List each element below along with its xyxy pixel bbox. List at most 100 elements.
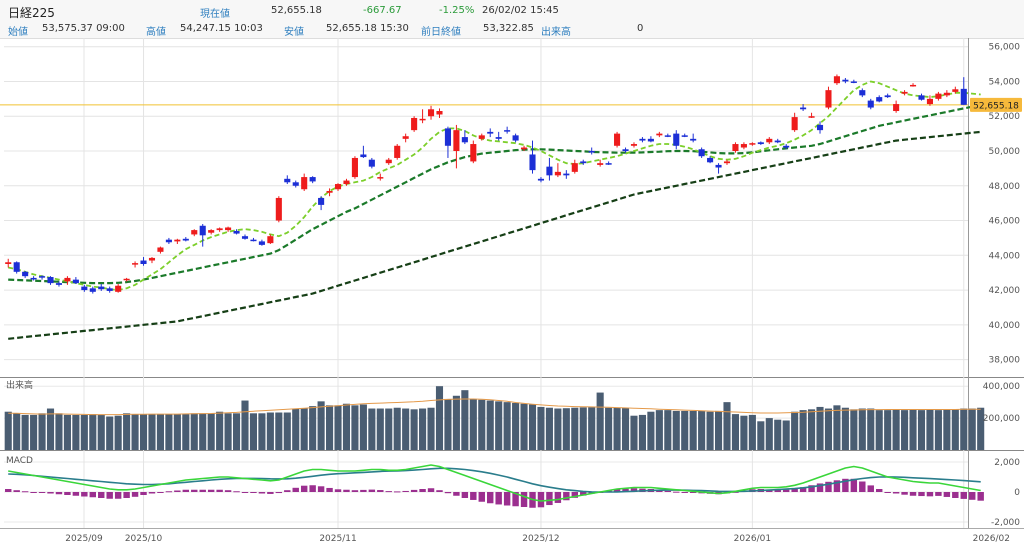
macd-histogram-bar <box>774 489 781 492</box>
prev-close-value: 53,322.85 <box>483 23 534 34</box>
candle-body <box>470 144 477 162</box>
macd-histogram-bar <box>520 492 528 507</box>
volume-bar <box>757 421 765 450</box>
candle-body <box>478 135 485 139</box>
macd-histogram-bar <box>656 490 663 492</box>
volume-bar <box>901 410 909 450</box>
candle-body <box>148 257 156 261</box>
candle-body <box>444 128 451 146</box>
volume-bar <box>808 409 816 450</box>
volume-bar <box>419 408 427 450</box>
volume-bar <box>867 408 875 450</box>
candle-body <box>656 133 663 136</box>
volume-bar <box>114 415 122 450</box>
volume-bar <box>232 413 241 450</box>
macd-histogram-bar <box>30 492 37 493</box>
candle-body <box>842 79 849 82</box>
candle-body <box>402 136 409 139</box>
macd-histogram-bar <box>791 488 798 492</box>
candle-body <box>419 118 426 121</box>
macd-histogram-bar <box>157 492 164 493</box>
volume-bar <box>503 402 511 450</box>
macd-histogram-bar <box>935 492 942 496</box>
candle-body <box>960 88 967 105</box>
volume-bar <box>647 411 655 450</box>
volume-bar <box>554 408 562 450</box>
price-change-pct: -1.25% <box>439 5 475 16</box>
candle-body <box>935 93 942 99</box>
volume-bar <box>731 414 740 450</box>
quote-datetime: 26/02/02 15:45 <box>482 5 559 16</box>
macd-histogram-bar <box>436 490 443 492</box>
macd-histogram-bar <box>918 492 925 497</box>
candle-body <box>394 145 401 158</box>
macd-histogram-bar <box>89 492 97 498</box>
volume-bar <box>528 404 537 450</box>
candle-body <box>952 89 959 92</box>
volume-bar <box>638 414 646 450</box>
volume-bar <box>824 408 833 450</box>
candle-body <box>81 286 88 291</box>
macd-tick-label: 2,000 <box>994 458 1020 468</box>
candle-body <box>707 157 714 163</box>
price-tick-label: 52,000 <box>989 112 1021 122</box>
macd-histogram-bar <box>123 492 130 498</box>
candle-body <box>377 177 384 179</box>
candle-body <box>867 100 874 108</box>
volume-bar <box>630 415 638 450</box>
x-tick-label: 2025/11 <box>319 534 356 544</box>
candle-body <box>800 107 807 110</box>
macd-histogram-bar <box>808 485 815 492</box>
macd-histogram-bar <box>140 492 147 495</box>
volume-bar <box>562 408 570 450</box>
volume-bar <box>182 414 190 450</box>
volume-bar <box>782 420 790 450</box>
volume-bar <box>131 414 139 450</box>
volume-bar <box>393 407 401 450</box>
volume-bar <box>706 411 714 450</box>
high-value: 54,247.15 10:03 <box>180 23 263 34</box>
candle-body <box>216 228 223 231</box>
candle-body <box>233 230 240 234</box>
candle-body <box>597 163 604 165</box>
macd-histogram-bar <box>360 489 367 492</box>
volume-bar <box>207 413 215 450</box>
price-tick-label: 54,000 <box>989 77 1021 87</box>
volume-bar <box>495 401 503 450</box>
candle-body <box>918 95 925 100</box>
macd-histogram-bar <box>503 492 511 506</box>
volume-bar <box>664 410 672 450</box>
candle-body <box>504 130 511 132</box>
volume-bar <box>850 409 858 450</box>
macd-histogram-bar <box>182 489 190 492</box>
macd-histogram-bar <box>241 492 249 493</box>
volume-bar <box>258 413 266 450</box>
volume-bar <box>385 408 393 450</box>
price-tick-label: 56,000 <box>989 43 1021 53</box>
macd-tick-label: 0 <box>1014 488 1020 498</box>
volume-bar <box>621 408 630 450</box>
volume-bar <box>46 408 55 450</box>
volume-bar <box>740 415 748 450</box>
candle-body <box>132 263 139 265</box>
stock-chart[interactable]: 52,655.18 38,000 40,000 42,000 44,000 46,000… <box>0 38 1024 547</box>
candle-body <box>318 197 325 205</box>
volume-bar <box>317 401 325 450</box>
candle-body <box>740 144 747 148</box>
macd-histogram-bar <box>81 492 88 497</box>
candle-body <box>791 117 798 131</box>
volume-bar <box>926 409 934 450</box>
volume-bar <box>689 410 697 450</box>
candle-body <box>47 277 54 284</box>
volume-bar <box>545 407 553 450</box>
volume-bar <box>884 410 892 450</box>
candle-body <box>191 230 198 235</box>
volume-bar <box>478 399 486 450</box>
price-change: -667.67 <box>363 5 402 16</box>
candle-body <box>385 159 392 164</box>
volume-bar <box>605 407 613 450</box>
macd-histogram-bar <box>224 490 232 492</box>
macd-histogram-bar <box>38 492 46 493</box>
volume-bar <box>4 411 12 450</box>
candle-body <box>250 239 257 242</box>
